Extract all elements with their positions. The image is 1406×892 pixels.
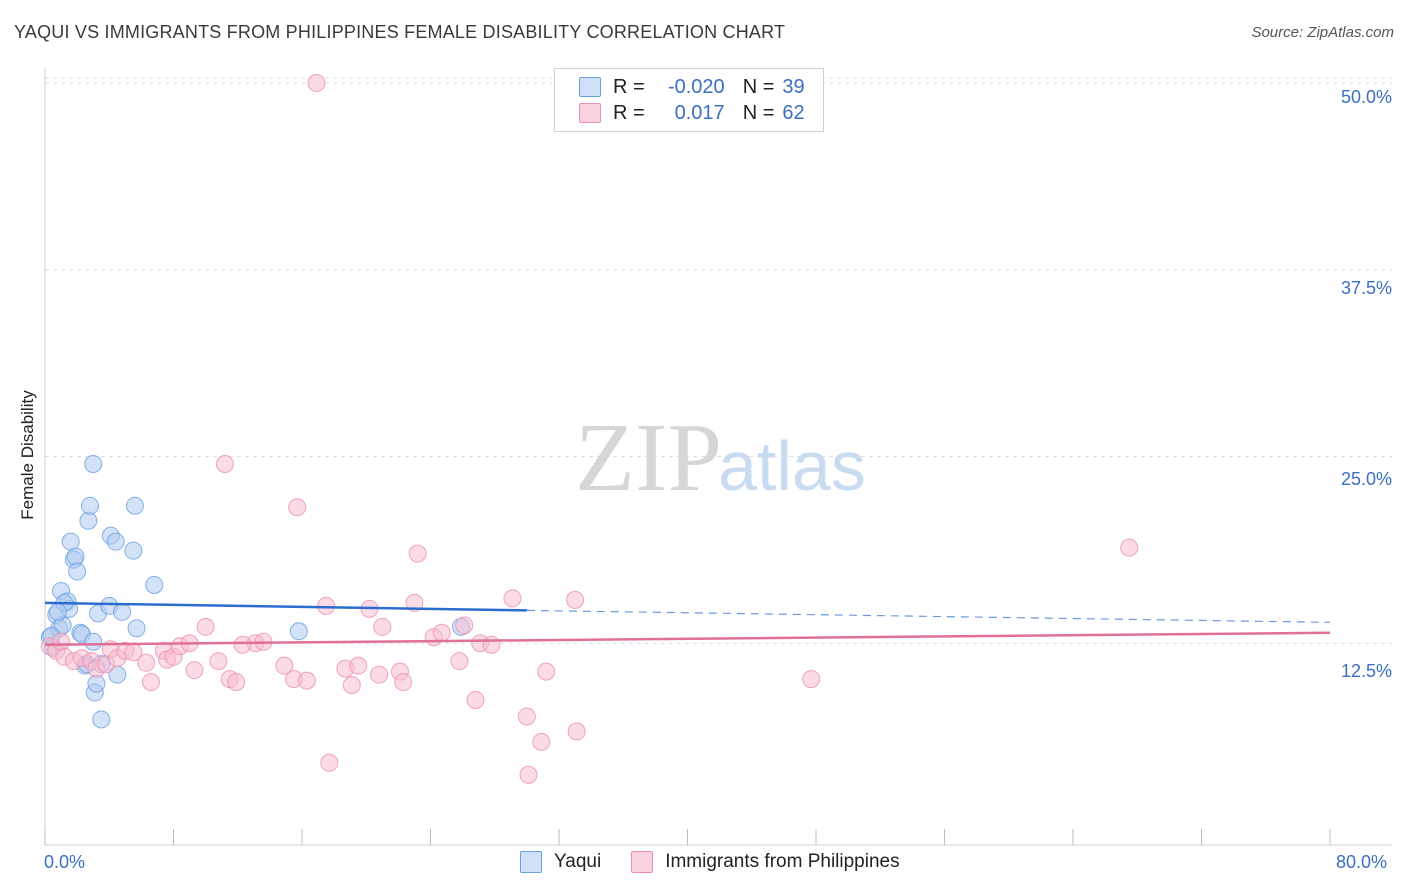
point-philippines (349, 656, 368, 675)
point-philippines (373, 617, 392, 636)
point-yaqui (106, 532, 125, 551)
point-philippines (405, 593, 424, 612)
point-yaqui (113, 602, 132, 621)
point-yaqui (79, 511, 98, 530)
point-philippines (370, 665, 389, 684)
point-philippines (394, 673, 413, 692)
watermark-zip: ZIP (575, 404, 722, 512)
point-philippines (209, 652, 228, 671)
legend-r-value: 0.017 (674, 101, 725, 124)
point-yaqui (66, 547, 85, 566)
point-philippines (802, 670, 821, 689)
point-philippines (482, 635, 501, 654)
legend-r-value: -0.020 (667, 75, 725, 98)
point-philippines (532, 732, 551, 751)
point-philippines (227, 673, 246, 692)
point-philippines (450, 652, 469, 671)
point-philippines (142, 673, 161, 692)
legend-r-label: R = (613, 75, 645, 98)
point-philippines (567, 722, 586, 741)
series-swatch-yaqui (520, 851, 542, 873)
chart-title: YAQUI VS IMMIGRANTS FROM PHILIPPINES FEM… (14, 22, 786, 42)
point-philippines (307, 74, 326, 92)
series-legend-philippines: Immigrants from Philippines (631, 851, 900, 873)
y-tick-37-5: 37.5% (1340, 278, 1392, 298)
series-legend-yaqui: Yaqui (520, 851, 601, 873)
legend-n-value: 39 (782, 75, 805, 98)
point-philippines (215, 454, 234, 473)
point-yaqui (84, 632, 103, 651)
point-yaqui (145, 575, 164, 594)
x-tick-min: 0.0% (44, 852, 86, 872)
legend-swatch-yaqui (579, 77, 601, 97)
point-philippines (432, 623, 451, 642)
point-yaqui (61, 532, 80, 551)
legend-row-philippines: R = 0.017 N = 62 (579, 101, 805, 125)
legend-n-value: 62 (782, 101, 805, 124)
point-philippines (503, 589, 522, 608)
point-philippines (185, 661, 204, 680)
point-yaqui (127, 619, 146, 638)
trend-lines (44, 601, 1331, 646)
series-swatch-philippines (631, 851, 654, 873)
point-philippines (275, 656, 294, 675)
point-yaqui (48, 602, 67, 621)
y-tick-25: 25.0% (1340, 469, 1392, 489)
y-tick-12-5: 12.5% (1340, 661, 1392, 681)
legend-r-label: R = (613, 101, 645, 124)
point-yaqui (124, 541, 143, 560)
point-philippines (137, 653, 156, 672)
point-yaqui (84, 454, 103, 473)
point-philippines (519, 765, 538, 784)
point-philippines (537, 662, 556, 681)
trend-line-yaqui-extension (526, 609, 1331, 623)
point-philippines (320, 753, 339, 772)
gridlines (45, 77, 1392, 644)
point-yaqui (68, 562, 87, 581)
point-yaqui (92, 710, 111, 729)
point-philippines (408, 544, 427, 563)
point-yaqui (80, 496, 99, 515)
point-philippines (566, 590, 585, 609)
correlation-legend: R = -0.020 N = 39 R = 0.017 N = 62 (554, 68, 824, 132)
watermark-atlas: atlas (718, 427, 866, 505)
trend-line-philippines (44, 631, 1331, 646)
point-philippines (1120, 538, 1139, 557)
x-tick-max: 80.0% (1336, 852, 1388, 872)
x-axis-ticks (44, 829, 1331, 845)
point-philippines (342, 676, 361, 695)
series-label-philippines: Immigrants from Philippines (665, 851, 900, 872)
legend-n-label: N = (742, 75, 775, 98)
legend-n-label: N = (742, 101, 775, 124)
point-philippines (317, 596, 336, 615)
point-yaqui (125, 496, 144, 515)
point-philippines (455, 616, 474, 635)
point-philippines (52, 632, 71, 651)
point-yaqui (289, 622, 308, 641)
trend-line-yaqui (44, 601, 527, 612)
point-philippines (297, 671, 316, 690)
point-philippines (517, 707, 536, 726)
source-label: Source: ZipAtlas.com (1251, 24, 1394, 41)
point-philippines (466, 691, 485, 710)
legend-swatch-philippines (579, 103, 601, 123)
point-philippines (196, 617, 215, 636)
legend-row-yaqui: R = -0.020 N = 39 (579, 75, 805, 99)
y-tick-50: 50.0% (1340, 87, 1392, 107)
series-label-yaqui: Yaqui (554, 851, 602, 872)
point-philippines (233, 635, 252, 654)
point-philippines (288, 498, 307, 517)
series-legend: Yaqui Immigrants from Philippines (520, 851, 930, 873)
